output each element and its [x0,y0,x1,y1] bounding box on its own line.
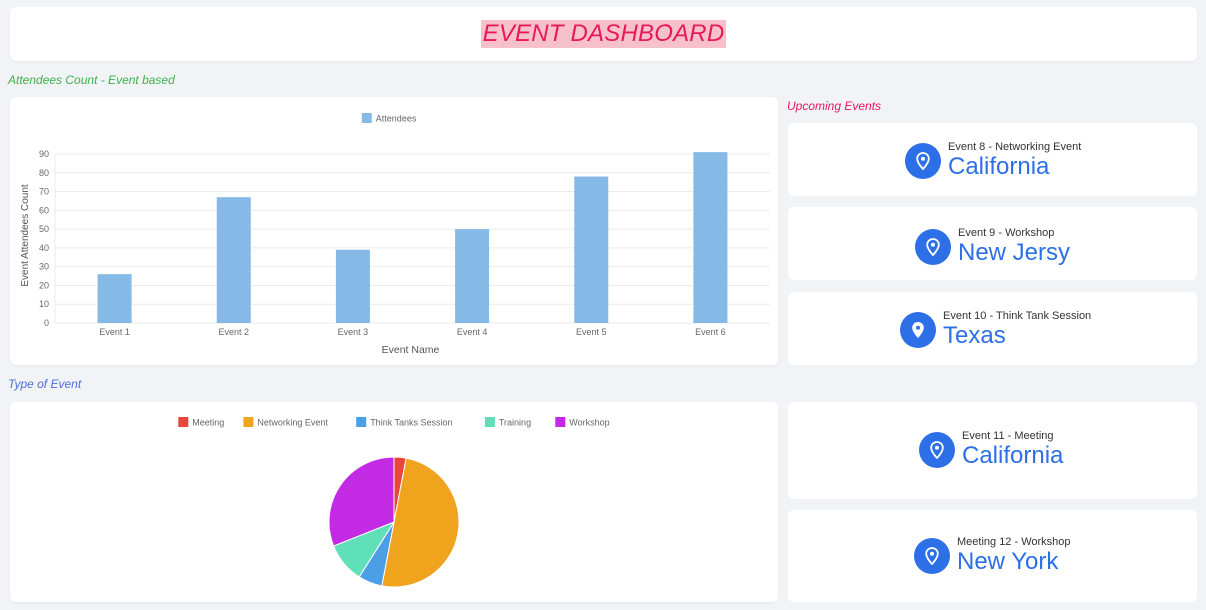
bar-event-1 [97,274,132,323]
x-tick-label: Event 1 [99,327,130,337]
x-tick-label: Event 4 [457,327,488,337]
upcoming-event-card-1[interactable]: Event 8 - Networking Event California [788,123,1197,196]
attendees-bar-chart-card: Attendees 0 10 20 30 40 50 60 70 80 90 Event 1 Event… [10,97,778,365]
y-tick-label: 30 [39,262,49,272]
bar-event-3 [335,249,370,323]
y-tick-label: 0 [44,318,49,328]
x-tick-label: Event 2 [218,327,249,337]
attendees-section-label: Attendees Count - Event based [8,73,175,87]
legend-swatch-attendees [361,113,372,123]
y-tick-label: 20 [39,280,49,290]
event-subtitle: Event 11 - Meeting [962,430,1054,442]
attendees-bar-chart[interactable]: Attendees 0 10 20 30 40 50 60 70 80 90 Event 1 Event… [10,97,778,365]
event-subtitle: Event 9 - Workshop [958,227,1055,239]
event-location: New Jersy [958,239,1071,266]
legend-swatch-workshop [555,417,566,427]
upcoming-events-section-label: Upcoming Events [787,99,882,113]
legend-label-think-tanks-session: Think Tanks Session [370,418,452,428]
page-title: EVENT DASHBOARD [480,20,727,48]
y-tick-label: 40 [39,243,49,253]
event-location: New York [957,548,1059,575]
pie-legend: Meeting Networking Event Think Tanks Sessi… [178,417,610,428]
map-pin-icon [900,311,936,348]
y-tick-label: 70 [39,187,49,197]
event-subtitle: Meeting 12 - Workshop [957,536,1071,548]
y-tick-label: 50 [39,224,49,234]
pie-slice-networking-event [381,457,460,588]
legend-label-workshop: Workshop [569,418,609,428]
upcoming-event-card-2[interactable]: Event 9 - Workshop New Jersy [788,207,1197,280]
legend-label-training: Training [499,418,531,428]
bar-event-6 [693,152,728,323]
legend-swatch-training [484,417,495,427]
legend-label-attendees: Attendees [376,114,417,124]
legend-swatch-networking-event [243,417,254,427]
map-pin-icon [919,431,955,468]
upcoming-event-card-3[interactable]: Event 10 - Think Tank Session Texas [788,292,1197,365]
pie-slice-workshop [328,456,395,547]
legend-swatch-meeting [178,417,189,427]
y-axis-title: Event Attendees Count [20,184,31,287]
event-type-pie-chart-card: Meeting Networking Event Think Tanks Sessi… [10,402,778,602]
bar-event-2 [216,197,251,323]
event-subtitle: Event 10 - Think Tank Session [943,310,1092,322]
y-tick-label: 10 [39,299,49,309]
event-location: California [962,442,1064,469]
x-tick-label: Event 3 [338,327,369,337]
x-tick-label: Event 5 [576,327,607,337]
x-axis-title: Event Name [382,344,440,356]
y-tick-label: 60 [39,205,49,215]
upcoming-event-card-5[interactable]: Meeting 12 - Workshop New York [788,510,1197,602]
x-tick-label: Event 6 [695,327,726,337]
event-location: Texas [943,322,1006,349]
header-card: EVENT DASHBOARD [10,7,1197,61]
map-pin-icon [914,537,950,574]
event-subtitle: Event 8 - Networking Event [948,141,1082,153]
legend-label-networking-event: Networking Event [257,418,328,428]
legend-label-meeting: Meeting [192,418,224,428]
bar-legend: Attendees [361,113,417,124]
bar-event-4 [455,229,490,323]
map-pin-icon [905,142,941,179]
map-pin-icon [915,228,951,265]
legend-swatch-think-tanks-session [356,417,367,427]
event-location: California [948,153,1050,180]
y-tick-label: 80 [39,168,49,178]
event-type-pie-chart[interactable]: Meeting Networking Event Think Tanks Sessi… [10,402,778,602]
bar-event-5 [574,176,609,323]
y-tick-label: 90 [39,149,49,159]
event-type-section-label: Type of Event [8,377,82,391]
upcoming-event-card-4[interactable]: Event 11 - Meeting California [788,402,1197,499]
